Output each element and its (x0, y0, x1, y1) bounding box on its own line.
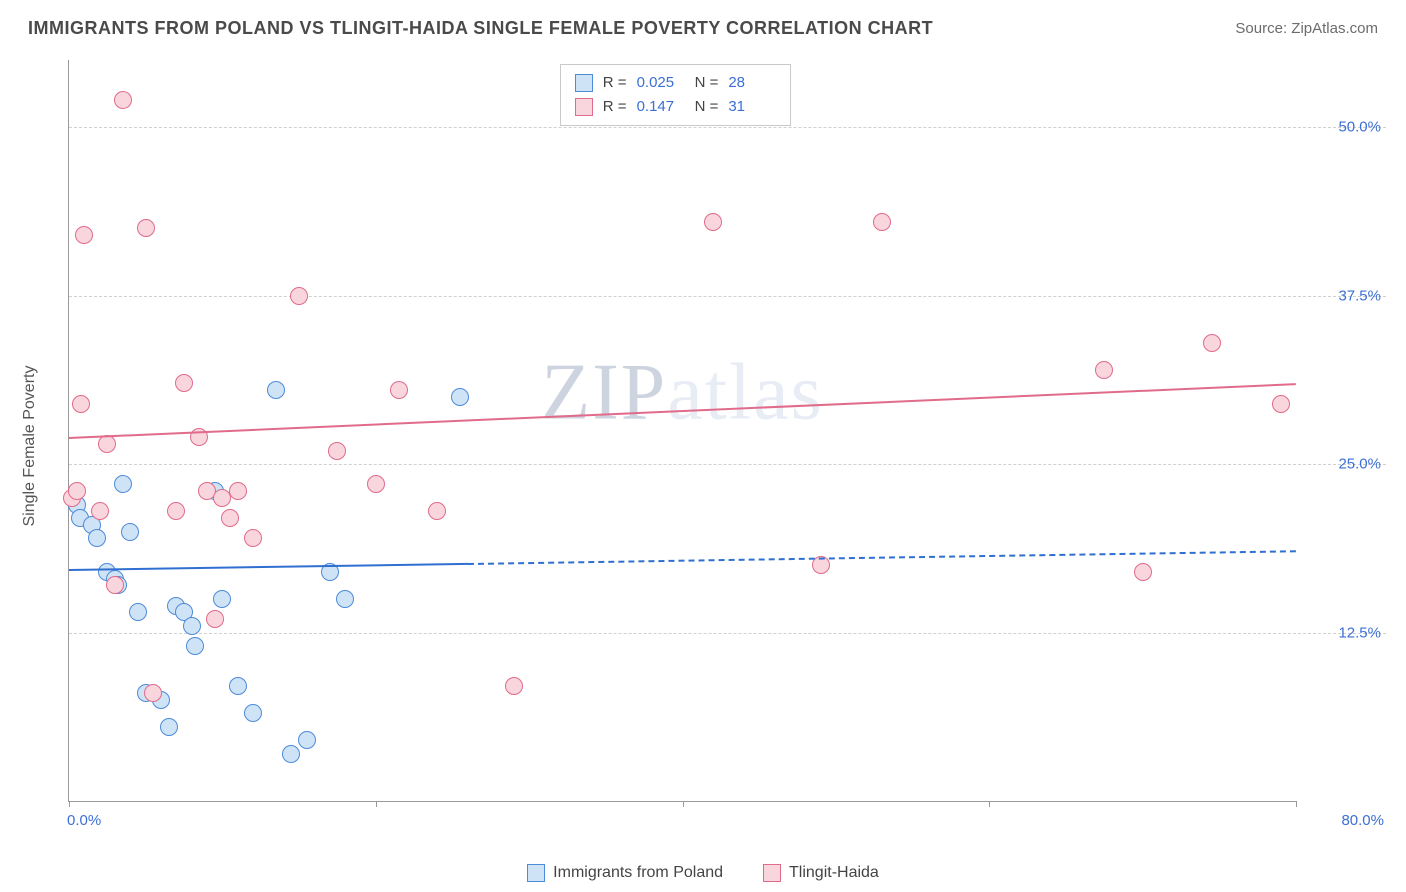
y-tick-label: 25.0% (1338, 456, 1381, 473)
data-point-tlingit (175, 374, 193, 392)
stats-row-poland: R = 0.025 N = 28 (575, 71, 777, 95)
y-tick-label: 50.0% (1338, 119, 1381, 136)
data-point-poland (213, 590, 231, 608)
legend-item-poland: Immigrants from Poland (527, 864, 723, 882)
source-label: Source: ZipAtlas.com (1235, 20, 1378, 37)
data-point-tlingit (144, 684, 162, 702)
legend-swatch-tlingit (575, 98, 593, 116)
y-axis-label: Single Female Poverty (21, 366, 39, 527)
data-point-tlingit (91, 502, 109, 520)
n-label: N = (695, 71, 719, 95)
data-point-tlingit (328, 442, 346, 460)
data-point-tlingit (505, 677, 523, 695)
data-point-poland (186, 637, 204, 655)
x-tick (683, 801, 684, 807)
y-tick-label: 37.5% (1338, 287, 1381, 304)
stats-row-tlingit: R = 0.147 N = 31 (575, 95, 777, 119)
data-point-tlingit (244, 529, 262, 547)
x-tick (69, 801, 70, 807)
data-point-poland (244, 704, 262, 722)
r-label: R = (603, 95, 627, 119)
data-point-tlingit (167, 502, 185, 520)
trend-line-tlingit (69, 383, 1296, 439)
gridline (69, 296, 1386, 297)
data-point-tlingit (1272, 395, 1290, 413)
x-tick (376, 801, 377, 807)
data-point-tlingit (72, 395, 90, 413)
data-point-tlingit (221, 509, 239, 527)
data-point-poland (267, 381, 285, 399)
gridline (69, 127, 1386, 128)
data-point-tlingit (206, 610, 224, 628)
scatter-plot: ZIPatlas R =0.025N =28R =0.147N =31 0.0%… (68, 60, 1296, 802)
data-point-poland (183, 617, 201, 635)
data-point-poland (160, 718, 178, 736)
x-tick (989, 801, 990, 807)
data-point-tlingit (114, 91, 132, 109)
n-value-poland: 28 (728, 71, 776, 95)
data-point-tlingit (1134, 563, 1152, 581)
x-axis-min-label: 0.0% (67, 812, 101, 829)
x-tick (1296, 801, 1297, 807)
n-label: N = (695, 95, 719, 119)
n-value-tlingit: 31 (728, 95, 776, 119)
data-point-tlingit (1203, 334, 1221, 352)
data-point-tlingit (428, 502, 446, 520)
data-point-tlingit (106, 576, 124, 594)
data-point-tlingit (704, 213, 722, 231)
watermark: ZIPatlas (541, 348, 824, 439)
r-value-tlingit: 0.147 (637, 95, 685, 119)
data-point-poland (88, 529, 106, 547)
legend-swatch-tlingit (763, 864, 781, 882)
gridline (69, 464, 1386, 465)
data-point-tlingit (290, 287, 308, 305)
chart-title: IMMIGRANTS FROM POLAND VS TLINGIT-HAIDA … (28, 18, 933, 39)
data-point-poland (121, 523, 139, 541)
gridline (69, 633, 1386, 634)
legend-swatch-poland (527, 864, 545, 882)
data-point-tlingit (229, 482, 247, 500)
data-point-poland (451, 388, 469, 406)
data-point-tlingit (98, 435, 116, 453)
legend-item-tlingit: Tlingit-Haida (763, 864, 879, 882)
data-point-poland (336, 590, 354, 608)
data-point-tlingit (75, 226, 93, 244)
data-point-poland (282, 745, 300, 763)
trend-line-poland-extrapolated (468, 550, 1296, 565)
data-point-tlingit (390, 381, 408, 399)
data-point-tlingit (1095, 361, 1113, 379)
data-point-tlingit (68, 482, 86, 500)
x-axis-max-label: 80.0% (1341, 812, 1384, 829)
chart-area: Single Female Poverty ZIPatlas R =0.025N… (50, 60, 1386, 832)
r-label: R = (603, 71, 627, 95)
legend-swatch-poland (575, 74, 593, 92)
data-point-poland (298, 731, 316, 749)
data-point-tlingit (137, 219, 155, 237)
header: IMMIGRANTS FROM POLAND VS TLINGIT-HAIDA … (0, 0, 1406, 47)
r-value-poland: 0.025 (637, 71, 685, 95)
data-point-tlingit (367, 475, 385, 493)
data-point-tlingit (873, 213, 891, 231)
stats-legend-box: R = 0.025 N = 28 R = 0.147 N = 31 (560, 64, 792, 126)
y-tick-label: 12.5% (1338, 624, 1381, 641)
legend-label-poland: Immigrants from Poland (553, 864, 723, 882)
legend-label-tlingit: Tlingit-Haida (789, 864, 879, 882)
data-point-poland (114, 475, 132, 493)
bottom-legend: Immigrants from Poland Tlingit-Haida (0, 864, 1406, 882)
data-point-poland (129, 603, 147, 621)
data-point-poland (229, 677, 247, 695)
trend-line-poland (69, 563, 468, 571)
